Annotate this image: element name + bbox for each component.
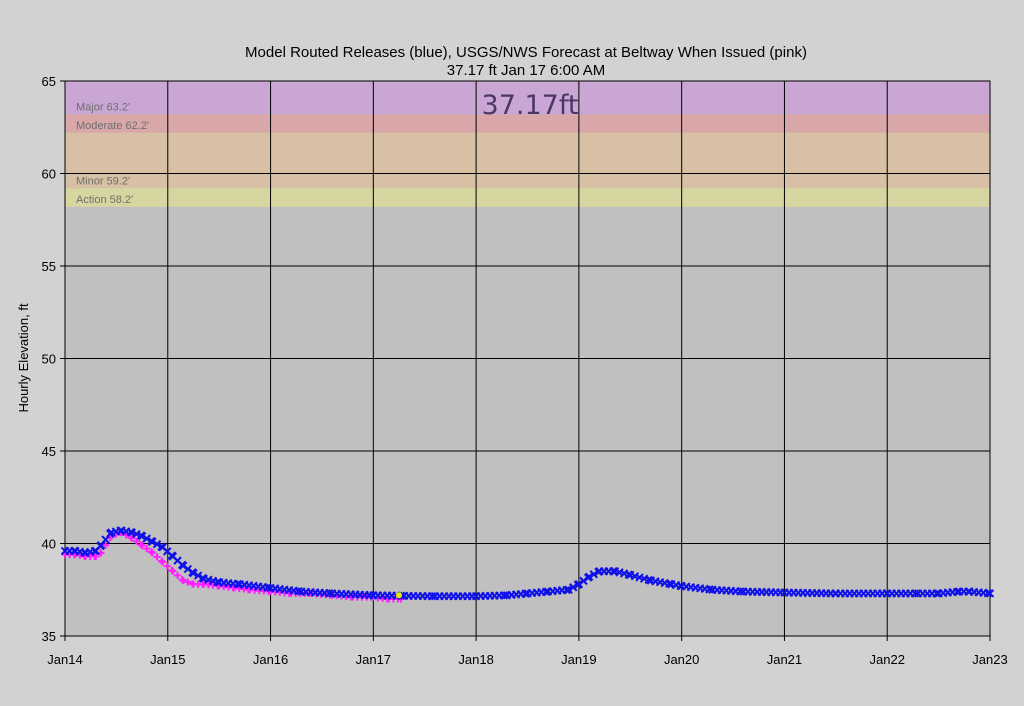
series xyxy=(60,526,995,601)
data-point xyxy=(148,537,157,546)
data-point xyxy=(138,541,146,549)
data-point xyxy=(521,589,530,598)
data-point xyxy=(179,577,187,584)
data-point xyxy=(665,579,674,589)
x-axis-ticks: Jan14 Jan15 Jan16 Jan17 Jan18 Jan19 Jan20 Jan21… xyxy=(47,636,1008,667)
data-point xyxy=(159,558,167,566)
x-tick-label: Jan16 xyxy=(253,652,288,667)
data-point xyxy=(569,583,578,592)
data-point xyxy=(193,571,203,580)
data-point xyxy=(142,534,151,543)
data-point xyxy=(609,567,618,576)
data-point xyxy=(137,531,147,541)
data-point xyxy=(163,562,171,570)
flood-band-label: Action 58.2' xyxy=(76,194,133,206)
data-point xyxy=(589,570,598,579)
data-point xyxy=(427,591,437,601)
plot-area: Major 63.2' Moderate 62.2' Minor 59.2' Acti… xyxy=(60,80,995,637)
y-tick-label: 50 xyxy=(42,352,56,367)
data-point xyxy=(564,585,573,594)
x-tick-label: Jan17 xyxy=(356,652,391,667)
data-point xyxy=(910,589,920,598)
y-tick-label: 40 xyxy=(42,537,56,552)
data-point xyxy=(396,592,403,599)
data-point xyxy=(985,589,995,598)
flood-band-label: Major 63.2' xyxy=(76,101,130,113)
data-point xyxy=(562,585,571,595)
data-point xyxy=(184,578,192,586)
data-point xyxy=(189,568,198,578)
flood-band-label: Moderate 62.2' xyxy=(76,120,149,132)
data-point xyxy=(132,537,140,545)
flood-band xyxy=(65,81,990,115)
x-tick-label: Jan19 xyxy=(561,652,596,667)
data-point xyxy=(128,534,136,542)
data-point xyxy=(148,549,156,557)
y-tick-label: 55 xyxy=(42,259,56,274)
flood-band xyxy=(65,188,990,207)
data-point xyxy=(174,571,182,579)
chart-title: Model Routed Releases (blue), USGS/NWS F… xyxy=(245,44,807,61)
y-tick-label: 60 xyxy=(42,167,56,182)
flood-band-label: Minor 59.2' xyxy=(76,175,130,187)
x-tick-label: Jan23 xyxy=(972,652,1007,667)
data-point xyxy=(952,587,962,596)
flood-band-labels: Major 63.2' Moderate 62.2' Minor 59.2' Acti… xyxy=(76,101,149,206)
data-point xyxy=(584,572,594,582)
x-tick-label: Jan22 xyxy=(870,652,905,667)
data-point xyxy=(152,539,162,549)
x-tick-label: Jan15 xyxy=(150,652,185,667)
data-point xyxy=(499,591,509,600)
flood-band xyxy=(65,114,990,133)
series xyxy=(396,592,403,599)
data-point xyxy=(983,589,993,598)
chart-subtitle: 37.17 ft Jan 17 6:00 AM xyxy=(447,62,605,79)
data-point xyxy=(132,529,141,539)
data-point xyxy=(644,575,653,585)
y-tick-label: 45 xyxy=(42,444,56,459)
data-series xyxy=(60,526,995,603)
data-point xyxy=(932,589,941,598)
x-tick-label: Jan18 xyxy=(458,652,493,667)
data-point xyxy=(143,545,151,553)
y-axis-ticks: 35 40 45 50 55 60 65 xyxy=(42,74,65,644)
data-point xyxy=(541,587,551,596)
data-point xyxy=(127,528,137,537)
data-point xyxy=(102,541,110,549)
x-tick-label: Jan21 xyxy=(767,652,802,667)
data-point xyxy=(153,553,161,561)
y-axis-label: Hourly Elevation, ft xyxy=(16,303,31,412)
data-point xyxy=(233,579,242,589)
y-tick-label: 35 xyxy=(42,629,56,644)
x-tick-label: Jan14 xyxy=(47,652,82,667)
current-elevation-label: 37.17ft xyxy=(482,90,579,121)
x-tick-label: Jan20 xyxy=(664,652,699,667)
flood-bands xyxy=(65,81,990,207)
flood-band xyxy=(65,132,990,189)
y-tick-label: 65 xyxy=(42,74,56,89)
data-point xyxy=(169,567,177,575)
data-point xyxy=(92,552,100,560)
